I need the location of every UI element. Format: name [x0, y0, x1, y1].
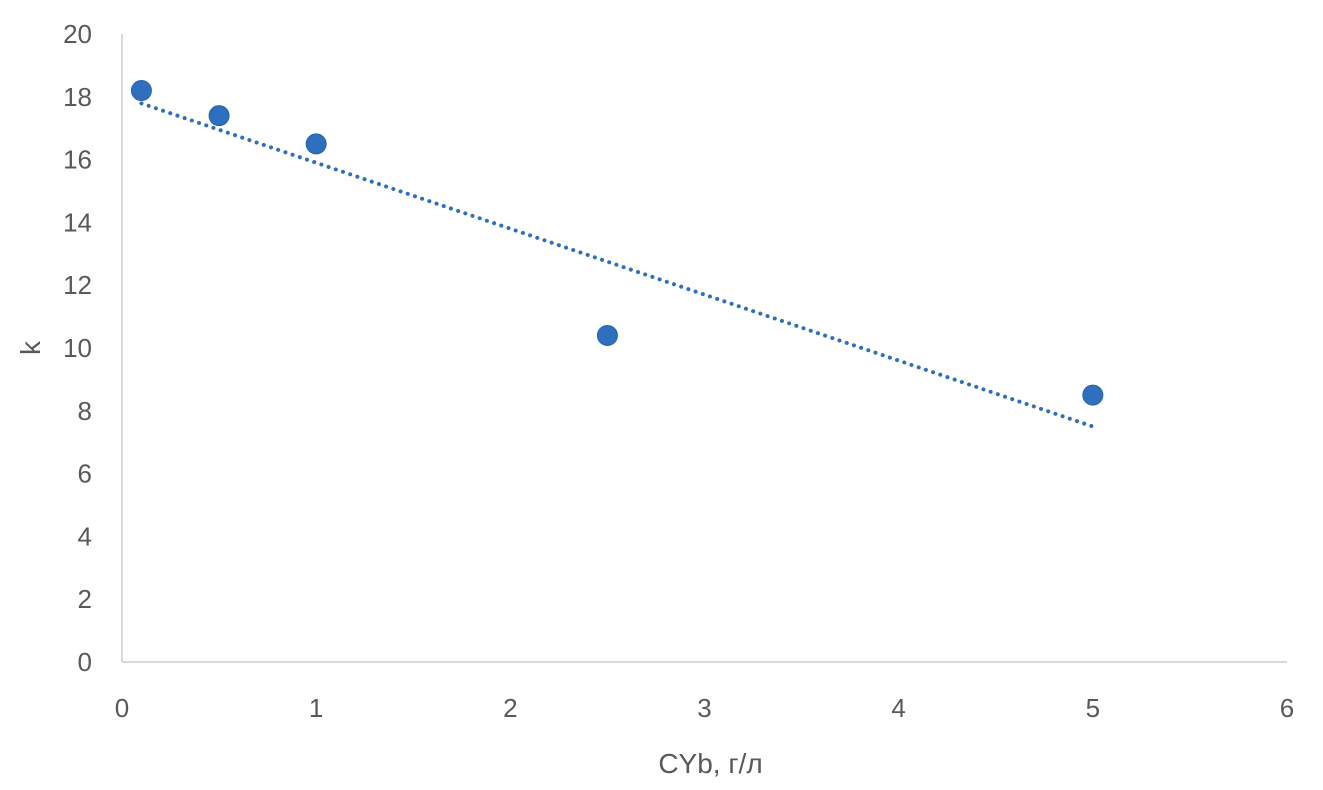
- y-tick-label: 0: [78, 647, 92, 677]
- y-tick-label: 4: [78, 521, 92, 551]
- y-tick-label: 2: [78, 584, 92, 614]
- y-tick-label: 8: [78, 396, 92, 426]
- y-tick-label: 16: [63, 145, 92, 175]
- y-tick-label: 12: [63, 270, 92, 300]
- data-point: [596, 324, 618, 346]
- axes: [121, 34, 1287, 663]
- y-tick-label: 6: [78, 459, 92, 489]
- x-tick-label: 0: [115, 693, 129, 723]
- x-tick-label: 1: [309, 693, 323, 723]
- data-point: [208, 105, 230, 127]
- data-points: [130, 80, 1104, 406]
- y-tick-labels: 0 2 4 6 8 10 12 14 16 18 20: [63, 19, 92, 677]
- x-tick-label: 4: [891, 693, 905, 723]
- x-tick-labels: 0 1 2 3 4 5 6: [115, 693, 1294, 723]
- x-tick-label: 5: [1086, 693, 1100, 723]
- y-tick-label: 14: [63, 207, 92, 237]
- data-point: [130, 80, 152, 102]
- x-tick-label: 3: [697, 693, 711, 723]
- trendline: [139, 101, 1095, 429]
- y-tick-label: 20: [63, 19, 92, 49]
- y-axis-title: k: [15, 340, 46, 355]
- x-tick-label: 2: [503, 693, 517, 723]
- data-point: [1082, 384, 1104, 406]
- x-axis-title: CYb, г/л: [658, 748, 762, 779]
- y-tick-label: 18: [63, 82, 92, 112]
- data-point: [305, 133, 327, 155]
- y-tick-label: 10: [63, 333, 92, 363]
- x-tick-label: 6: [1280, 693, 1294, 723]
